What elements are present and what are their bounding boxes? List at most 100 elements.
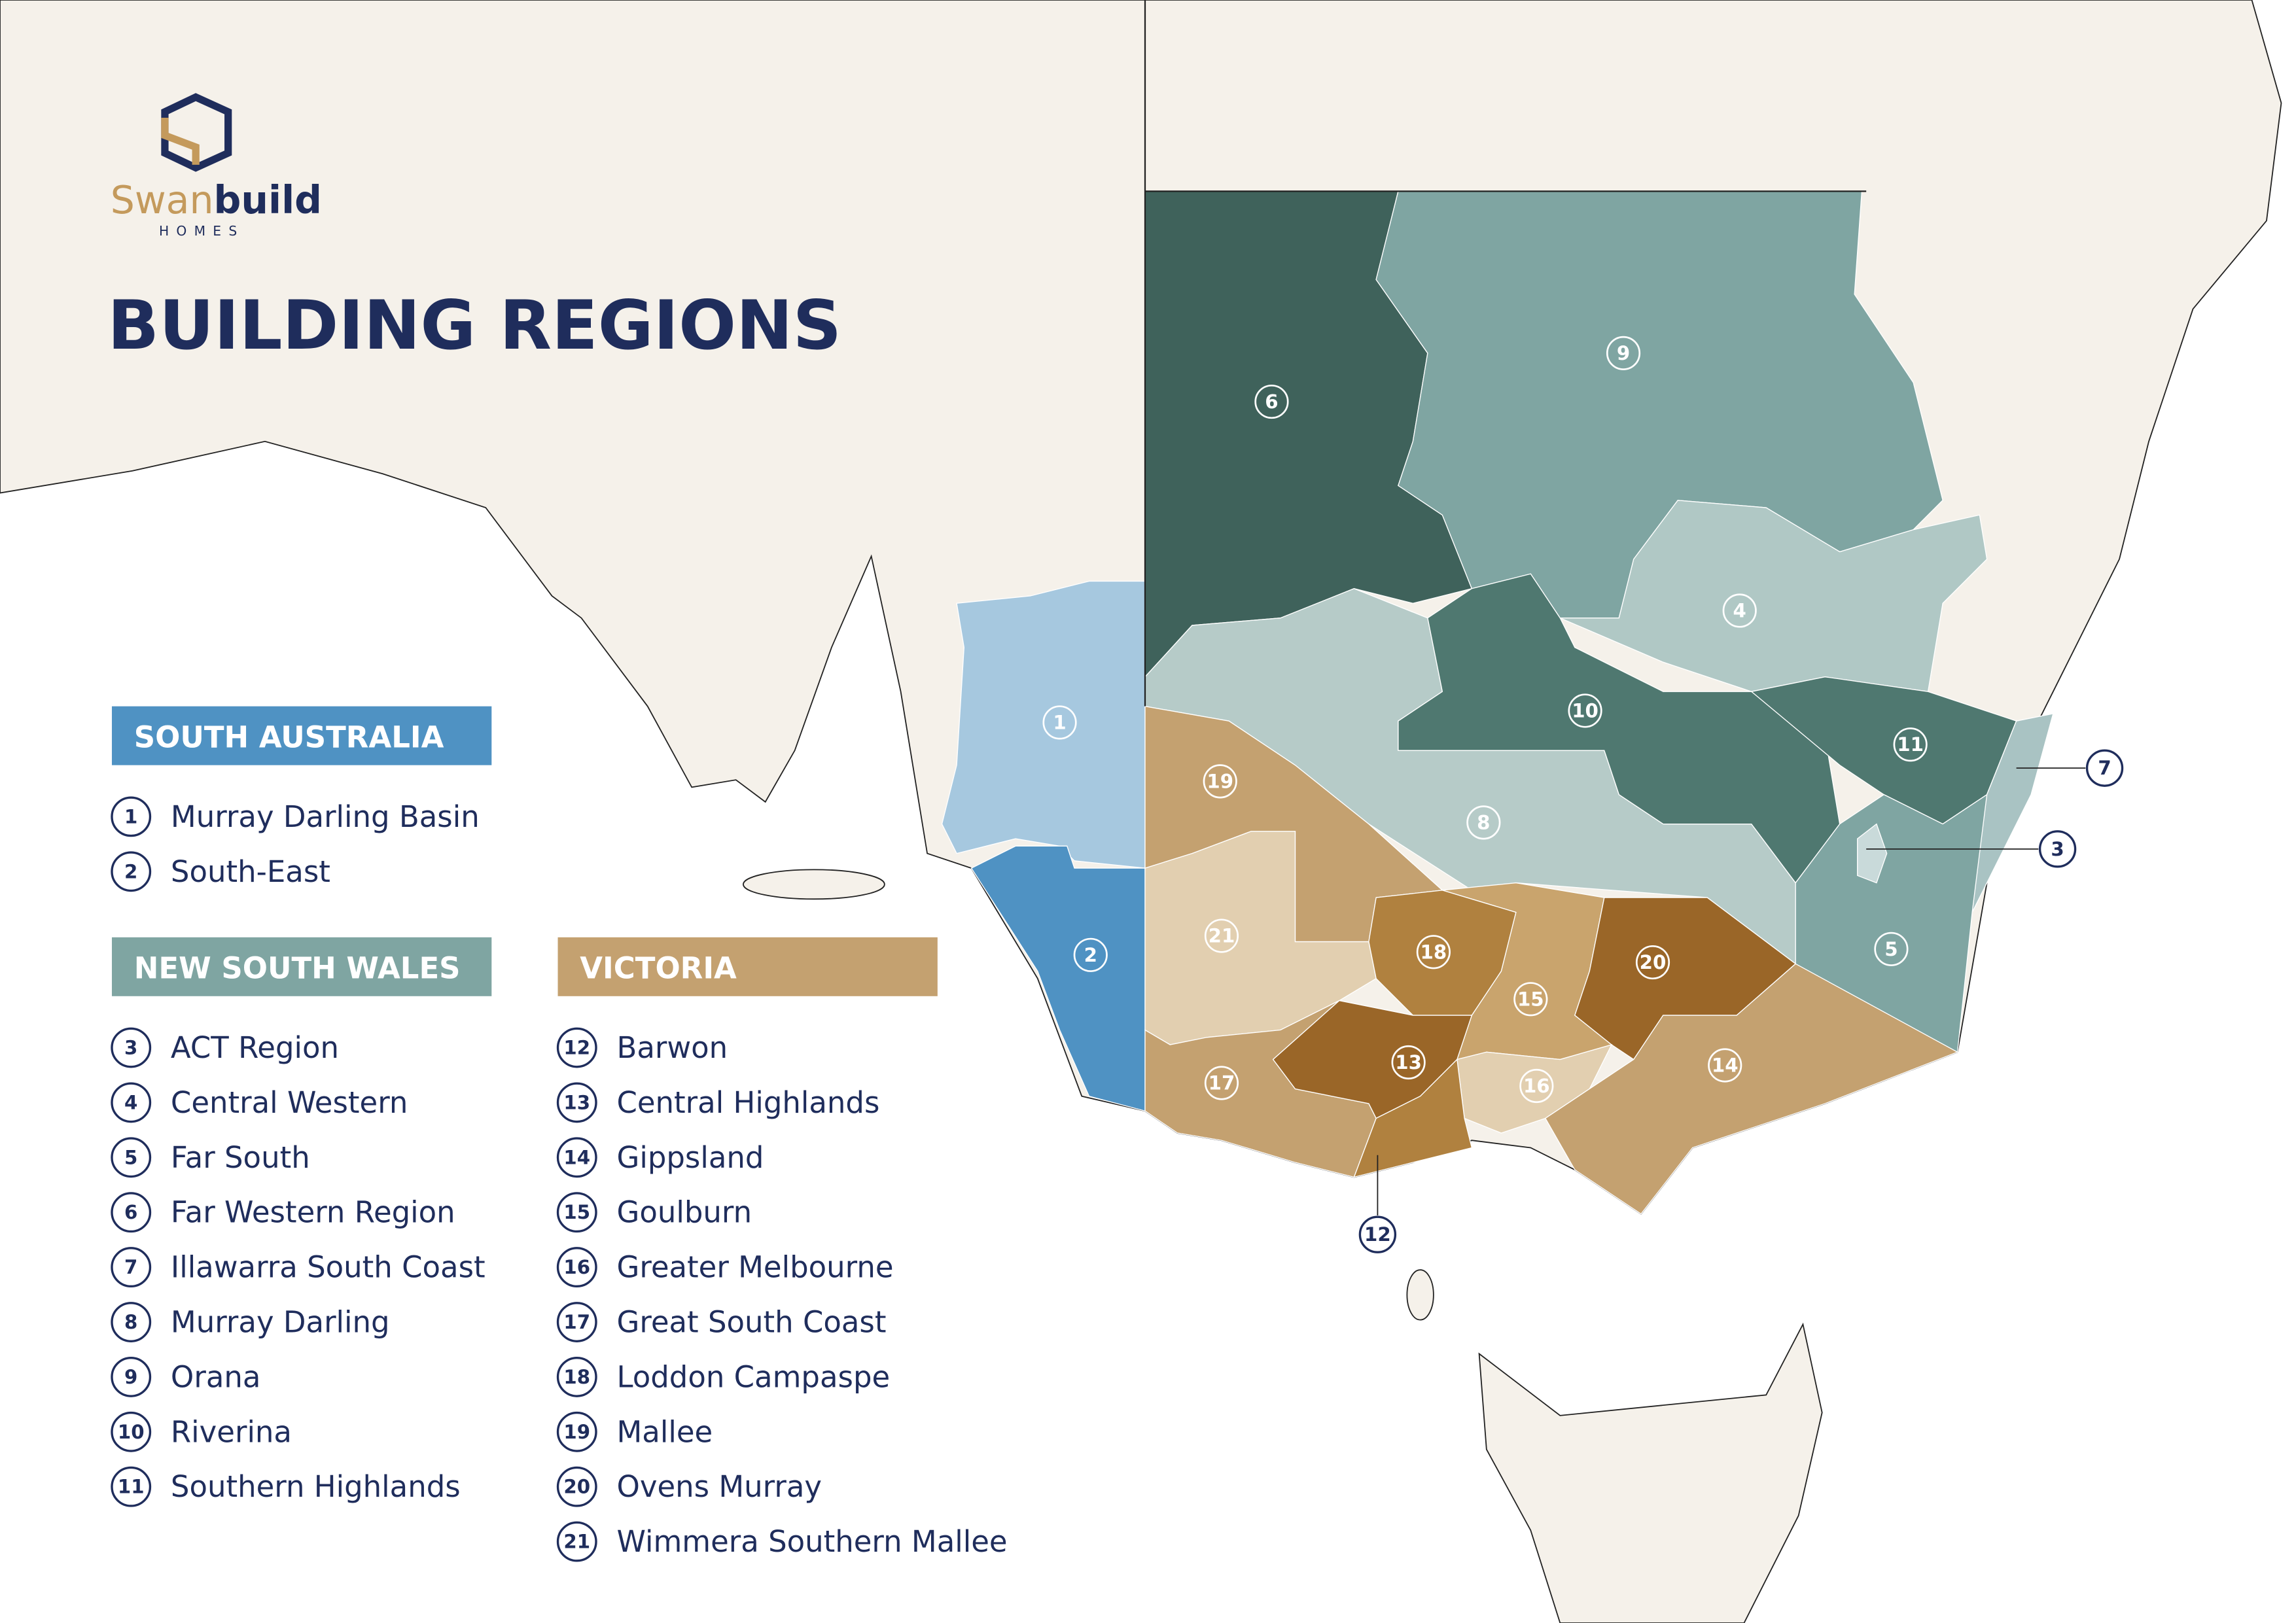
region-number: 8 [1477,811,1490,833]
logo-build: build [214,178,322,222]
region-number: 10 [1572,699,1598,722]
legend-name: Gippsland [616,1140,764,1175]
legend-number: 2 [124,860,137,882]
label-circle [1203,764,1237,799]
legend-circle [111,1192,152,1233]
label-circle [1708,1048,1742,1083]
legend-circle [111,1411,152,1452]
region-number: 17 [1209,1072,1235,1094]
legend-name: Murray Darling Basin [171,799,480,834]
region-number: 13 [1395,1051,1422,1073]
legend-name: Central Western [171,1085,408,1120]
region [1544,963,1959,1215]
regions [941,190,2054,1215]
legend-name: Wimmera Southern Mallee [616,1524,1007,1559]
legend-name: Great South Coast [616,1305,886,1340]
legend-number: 17 [563,1311,590,1333]
label-circle [1073,937,1108,972]
tasmania [1478,1322,1823,1623]
section-heading: NEW SOUTH WALES [134,951,461,986]
legend-number: 11 [118,1476,145,1498]
legend-name: Central Highlands [616,1085,879,1120]
label-circle [1416,935,1451,969]
legend-circle [111,1027,152,1068]
region-number: 1 [1053,711,1066,733]
label-circle [1358,1215,1397,1253]
legend-name: South-East [171,854,330,889]
legend-number: 10 [118,1421,145,1443]
legend-circle [556,1137,597,1178]
legend-number: 3 [124,1037,137,1059]
legend-circle [556,1247,597,1288]
legend-name: Goulburn [616,1195,752,1230]
logo-tagline: HOMES [159,223,244,239]
region-number: 4 [1733,599,1746,621]
section-header [111,937,492,996]
logo-swan: Swan [111,178,214,222]
logo-icon-accent [161,117,200,165]
legend-number: 9 [124,1366,137,1388]
section-heading: SOUTH AUSTRALIA [134,720,444,754]
legend-number: 14 [563,1146,590,1168]
label-circle [1254,384,1289,419]
legend-name: Orana [171,1359,261,1394]
legend-name: Loddon Campaspe [616,1359,890,1394]
kangaroo-island [743,869,885,900]
region-number: 20 [1640,951,1667,973]
legend-name: Murray Darling [171,1305,390,1340]
label-circle [2038,830,2077,868]
legend-number: 16 [563,1256,590,1278]
label-circle [1893,727,1928,762]
label-circle [1635,945,1670,980]
region-number: 18 [1421,941,1447,963]
legend-circle [556,1027,597,1068]
legend-number: 15 [563,1201,590,1223]
legend-number: 5 [124,1146,137,1168]
region [1560,500,1988,692]
page-title: BUILDING REGIONS [107,287,841,365]
legend-name: Southern Highlands [171,1469,461,1504]
legend-name: Mallee [616,1414,713,1449]
legend-circle [556,1192,597,1233]
sa-land [0,0,1146,1112]
legend-number: 6 [124,1201,137,1223]
legend-circle [111,851,152,892]
legend-circle [556,1082,597,1123]
legend-name: ACT Region [171,1030,339,1065]
logo: Swanbuild HOMES [111,93,322,239]
region [1856,823,1888,884]
legend-circle [111,1137,152,1178]
legend-name: Greater Melbourne [616,1250,893,1285]
label-circle [1568,693,1602,728]
legend: SOUTH AUSTRALIA 1 Murray Darling Basin 2 Sou… [111,706,1008,1562]
region-number: 14 [1712,1055,1739,1077]
label-circle [1606,336,1641,370]
legend-name: Far Western Region [171,1195,455,1230]
legend-number: 12 [563,1037,590,1059]
legend-number: 7 [124,1256,137,1278]
region-number: 12 [1364,1223,1391,1246]
region-number: 6 [1265,391,1278,413]
label-circle [1466,805,1501,840]
region-number: 15 [1517,988,1544,1010]
legend-circle [556,1411,597,1452]
legend-circle [111,1302,152,1342]
legend-circle [111,796,152,837]
king-island [1406,1269,1434,1321]
legend-number: 4 [124,1091,137,1113]
legend-circle [556,1302,597,1342]
legend-circle [556,1466,597,1507]
region-number: 2 [1084,944,1097,966]
region-number: 7 [2098,757,2111,779]
region-number: 11 [1897,733,1924,756]
region-number: 21 [1209,925,1235,947]
region [970,845,1146,1112]
region [1353,1058,1473,1178]
legend-number: 18 [563,1366,590,1388]
legend-name: Barwon [616,1030,728,1065]
legend-name: Far South [171,1140,310,1175]
legend-number: 20 [563,1476,590,1498]
label-circle [1042,705,1077,740]
